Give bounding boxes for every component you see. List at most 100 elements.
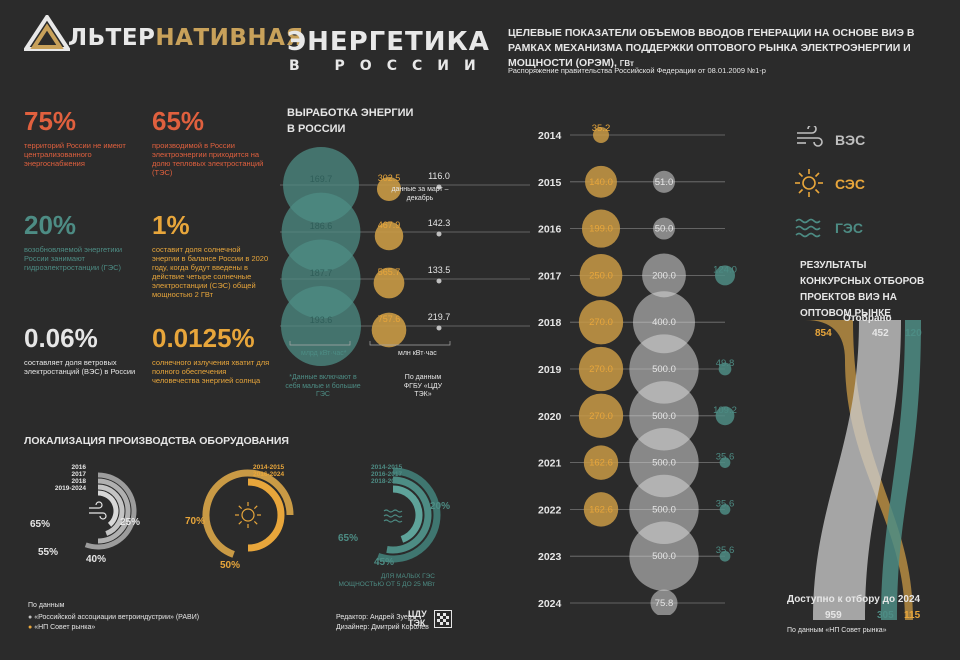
page-subtitle: В РОССИИ bbox=[289, 58, 491, 74]
targets-year-label: 2019 bbox=[538, 364, 562, 376]
targets-solar-value: 162.6 bbox=[589, 504, 613, 515]
targets-year-label: 2021 bbox=[538, 458, 562, 470]
targets-solar-value: 199.0 bbox=[589, 224, 613, 235]
available-hydro-value: 305 bbox=[877, 610, 894, 621]
generation-chart: 169.7 302.5 116.0 186.6 467.9 142.3 187.7 565.7… bbox=[280, 147, 530, 367]
wind-percent-label: 55% bbox=[38, 547, 58, 558]
targets-hydro-value: 35.6 bbox=[716, 452, 735, 463]
generation-solar-bubble bbox=[374, 221, 404, 251]
wind-center-icon bbox=[89, 501, 107, 520]
targets-wind-value: 400.0 bbox=[652, 317, 676, 328]
water-center-icon bbox=[383, 509, 403, 523]
targets-wind-value: 500.0 bbox=[652, 364, 676, 375]
available-label: Доступно к отбору до 2024 bbox=[787, 594, 921, 605]
hydro-ring bbox=[376, 467, 441, 563]
targets-subtitle: Распоряжение правительства Российской Фе… bbox=[508, 66, 766, 75]
solar-ring bbox=[202, 469, 294, 558]
targets-solar-value: 270.0 bbox=[589, 411, 613, 422]
generation-hydro-value: 187.7 bbox=[310, 268, 333, 278]
selected-solar-value: 854 bbox=[815, 328, 832, 339]
wind-year-label: 2016 bbox=[72, 464, 87, 471]
selected-hydro-value: 120 bbox=[905, 328, 922, 339]
targets-solar-value: 140.0 bbox=[589, 177, 613, 188]
stat-65: 65% производимой в России электроэнергии… bbox=[152, 106, 264, 177]
footer-source-title: По данным bbox=[28, 602, 65, 609]
targets-wind-bubble bbox=[652, 170, 676, 193]
targets-solar-value: 270.0 bbox=[589, 317, 613, 328]
targets-hydro-bubble bbox=[719, 504, 731, 515]
stat-75: 75% территорий России не имеют централиз… bbox=[24, 106, 126, 168]
generation-solar-value: 467.9 bbox=[378, 220, 401, 230]
hydro-year-label: 2014-2015 bbox=[371, 464, 402, 471]
legend-wind-label: ВЭС bbox=[835, 132, 866, 148]
targets-wind-value: 51.0 bbox=[655, 177, 674, 188]
generation-wind-value: 133.5 bbox=[428, 265, 451, 275]
hydro-percent-label: 45% bbox=[374, 557, 394, 568]
footer-designer: Дизайнер: Дмитрий Королев bbox=[336, 624, 429, 631]
generation-hydro-bubble bbox=[280, 285, 362, 367]
targets-hydro-bubble bbox=[715, 406, 735, 426]
targets-title: ЦЕЛЕВЫЕ ПОКАЗАТЕЛИ ОБЪЕМОВ ВВОДОВ ГЕНЕРА… bbox=[508, 27, 915, 69]
solar-percent-label: 50% bbox=[220, 560, 240, 571]
targets-year-label: 2016 bbox=[538, 224, 562, 236]
selected-wind-value: 452 bbox=[872, 328, 889, 339]
targets-year-label: 2023 bbox=[538, 551, 562, 563]
wind-year-label: 2019-2024 bbox=[55, 485, 86, 492]
logo-part-gold: НАТИВНАЯ bbox=[155, 25, 304, 51]
competition-title: РЕЗУЛЬТАТЫ КОНКУРСНЫХ ОТБОРОВ ПРОЕКТОВ В… bbox=[800, 260, 925, 319]
targets-wind-bubble bbox=[642, 253, 686, 298]
generation-title: ВЫРАБОТКА ЭНЕРГИИ В РОССИИ bbox=[287, 107, 414, 135]
stat-1: 1% составит доля солнечной энергии в бал… bbox=[152, 210, 269, 299]
wind-ring bbox=[97, 478, 131, 544]
logo-part-white: ЛЬТЕР bbox=[68, 25, 156, 51]
localization-title: ЛОКАЛИЗАЦИЯ ПРОИЗВОДСТВА ОБОРУДОВАНИЯ bbox=[24, 435, 289, 447]
targets-solar-value: 35.2 bbox=[592, 123, 611, 134]
generation-hydro-value: 193.6 bbox=[310, 315, 333, 325]
legend: ВЭС СЭС ГЭС bbox=[790, 120, 910, 240]
solar-year-label: 2016-2024 bbox=[253, 471, 284, 478]
wind-ring bbox=[84, 472, 137, 550]
solar-ring bbox=[247, 478, 285, 552]
targets-wind-bubble bbox=[650, 589, 678, 615]
bullet-icon: ● bbox=[28, 624, 33, 631]
targets-solar-bubble bbox=[578, 393, 624, 438]
targets-solar-bubble bbox=[585, 165, 617, 198]
wind-year-label: 2018 bbox=[72, 478, 87, 485]
generation-wind-dot bbox=[436, 278, 442, 284]
selected-label: Отобрано bbox=[843, 313, 892, 324]
generation-solar-bubble bbox=[376, 176, 402, 202]
solar-percent-label: 70% bbox=[185, 516, 205, 527]
bullet-icon: ● bbox=[28, 614, 33, 621]
hydro-note: ДЛЯ МАЛЫХ ГЭС МОЩНОСТЬЮ ОТ 5 ДО 25 МВт bbox=[339, 573, 436, 588]
page-title: ЭНЕРГЕТИКА bbox=[287, 27, 490, 57]
targets-solar-bubble bbox=[592, 126, 610, 144]
targets-hydro-bubble bbox=[719, 550, 731, 562]
targets-wind-value: 500.0 bbox=[652, 411, 676, 422]
stat-006: 0.06% составляет доля ветровых электрост… bbox=[24, 323, 136, 376]
hydro-ring bbox=[386, 476, 432, 554]
targets-wind-bubble bbox=[629, 521, 699, 591]
wind-year-label: 2017 bbox=[72, 471, 87, 478]
targets-year-label: 2017 bbox=[538, 270, 562, 282]
targets-solar-bubble bbox=[578, 346, 624, 392]
solar-year-label: 2014-2015 bbox=[253, 464, 284, 471]
competition-flow-chart bbox=[805, 320, 921, 620]
targets-wind-value: 500.0 bbox=[652, 458, 676, 469]
sun-ray-icon bbox=[253, 505, 258, 510]
targets-year-label: 2020 bbox=[538, 411, 562, 423]
targets-solar-value: 270.0 bbox=[589, 364, 613, 375]
sun-ray-icon bbox=[238, 505, 243, 510]
generation-wind-value: 116.0 bbox=[428, 171, 450, 181]
targets-hydro-value: 35.6 bbox=[716, 498, 735, 509]
hydro-year-label: 2018-2024 bbox=[371, 478, 402, 485]
targets-year-label: 2018 bbox=[538, 317, 562, 329]
targets-year-label: 2015 bbox=[538, 177, 562, 189]
targets-solar-bubble bbox=[579, 254, 623, 297]
generation-solar-value: 757.6 bbox=[378, 314, 401, 324]
targets-year-label: 2022 bbox=[538, 504, 562, 516]
targets-hydro-bubble bbox=[719, 457, 731, 468]
targets-wind-value: 75.8 bbox=[655, 598, 674, 609]
generation-unit-2: млн кВт·час bbox=[398, 350, 437, 357]
hydro-percent-label: 65% bbox=[338, 533, 358, 544]
generation-wind-dot bbox=[436, 231, 442, 237]
